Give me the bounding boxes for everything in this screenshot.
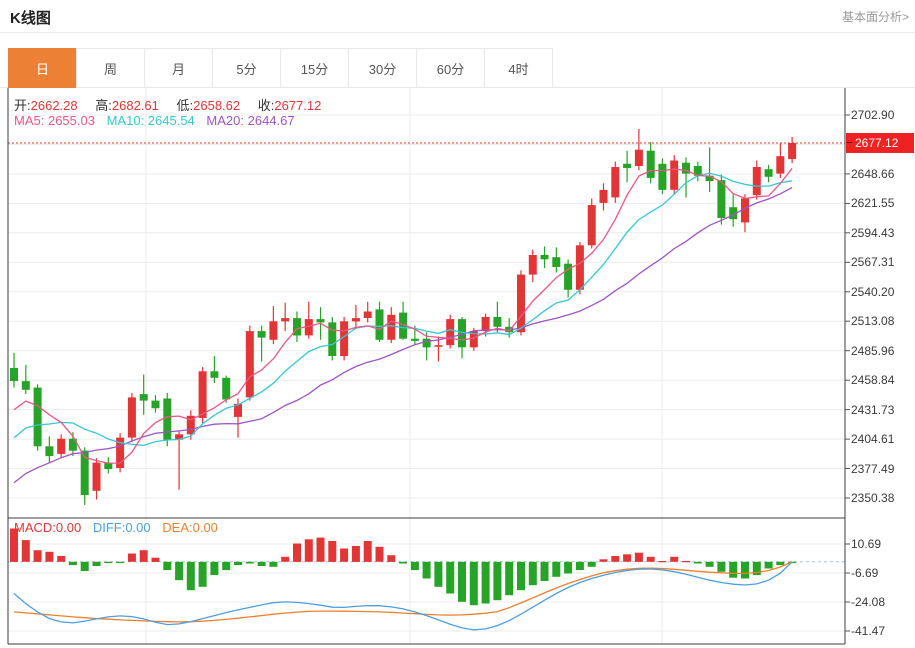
price-axis-label: 2513.08 xyxy=(851,314,895,329)
macd-axis-label: -6.69 xyxy=(851,566,879,580)
low-label: 低: xyxy=(176,98,194,113)
price-axis-label: 2377.49 xyxy=(851,461,895,476)
tab-5min[interactable]: 5分 xyxy=(212,48,281,88)
period-tab-bar: 日周月 5分 15分 30分 60分 4时 xyxy=(0,48,915,88)
ma-readout: MA5: 2655.03 MA10: 2645.54 MA20: 2644.67 xyxy=(14,113,303,128)
close-label: 收: xyxy=(257,98,275,113)
dea-label: DEA: xyxy=(162,520,193,535)
tab-4hour[interactable]: 4时 xyxy=(484,48,553,88)
open-value: 2662.28 xyxy=(30,98,78,113)
current-price-badge: 2677.12 xyxy=(846,133,914,153)
ohlc-readout: 开:2662.28 高:2682.61 低:2658.62 收:2677.12 xyxy=(14,95,335,114)
ma5-label: MA5: xyxy=(14,113,45,128)
fundamental-analysis-link[interactable]: 基本面分析> xyxy=(841,10,909,24)
price-axis-label: 2567.31 xyxy=(851,255,895,270)
macd-value: 0.00 xyxy=(55,520,82,535)
diff-value: 0.00 xyxy=(125,520,151,535)
dea-value: 0.00 xyxy=(192,520,218,535)
macd-axis-label: -24.08 xyxy=(851,595,886,610)
price-axis-label: 2485.96 xyxy=(851,343,895,358)
tab-week[interactable]: 周 xyxy=(76,48,145,88)
low-value: 2658.62 xyxy=(193,98,241,113)
diff-label: DIFF: xyxy=(92,520,126,535)
price-axis-label: 2431.73 xyxy=(851,402,895,417)
ma10-value: 2645.54 xyxy=(147,113,195,128)
open-label: 开: xyxy=(14,98,31,113)
macd-axis-label: 10.69 xyxy=(851,537,882,551)
tab-60min[interactable]: 60分 xyxy=(416,48,485,88)
page-title: K线图 xyxy=(10,10,51,27)
price-axis-label: 2540.20 xyxy=(851,284,895,299)
macd-label: MACD: xyxy=(14,520,56,535)
high-value: 2682.61 xyxy=(111,98,159,113)
macd-axis-label: -41.47 xyxy=(851,624,886,639)
page-header: K线图 基本面分析> xyxy=(0,0,915,33)
high-label: 高: xyxy=(95,98,112,113)
tab-30min[interactable]: 30分 xyxy=(348,48,417,88)
ma5-value: 2655.03 xyxy=(47,113,95,128)
macd-readout: MACD:0.00 DIFF:0.00 DEA:0.00 xyxy=(14,520,226,535)
price-axis-label: 2621.55 xyxy=(851,196,895,211)
ma20-label: MA20: xyxy=(206,113,244,128)
price-axis-label: 2350.38 xyxy=(851,491,895,505)
price-axis-label: 2648.66 xyxy=(851,166,895,181)
price-axis-label: 2458.84 xyxy=(851,373,895,388)
close-value: 2677.12 xyxy=(274,98,322,113)
tab-day[interactable]: 日 xyxy=(8,48,77,88)
ma10-label: MA10: xyxy=(106,113,145,128)
price-axis-label: 2594.43 xyxy=(851,225,895,240)
price-axis-label: 2404.61 xyxy=(851,432,895,447)
price-axis-label: 2702.90 xyxy=(851,108,895,122)
ma20-value: 2644.67 xyxy=(247,113,295,128)
